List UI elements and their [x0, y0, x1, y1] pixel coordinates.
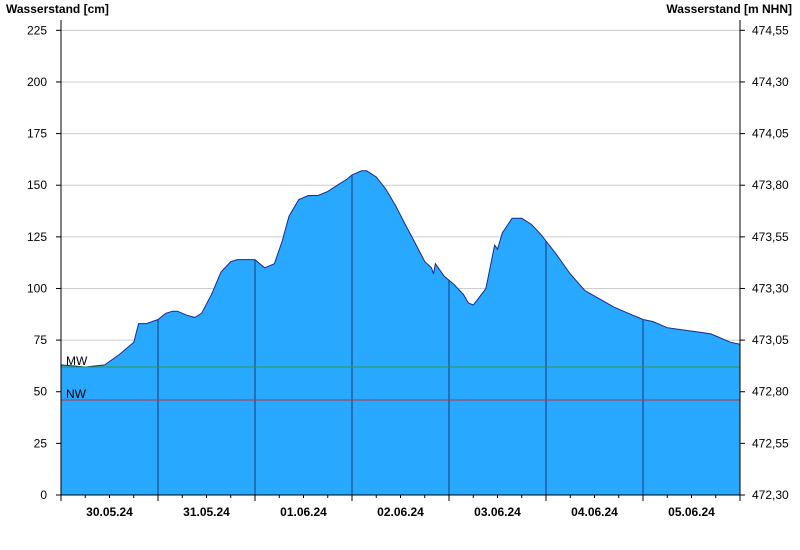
- y2-tick-label: 472,30: [752, 488, 789, 502]
- y-tick-label: 100: [27, 281, 47, 295]
- y2-tick-label: 473,30: [752, 281, 789, 295]
- y-tick-label: 150: [27, 178, 47, 192]
- series-line: [60, 170, 741, 368]
- y-tick-label: 50: [34, 385, 48, 399]
- y2-tick-label: 472,80: [752, 385, 789, 399]
- x-tick-label: 03.06.24: [474, 505, 521, 519]
- y-axis-right-ticks: 472,30 472,55 472,80 473,05 473,30 473,55 473,…: [740, 23, 789, 502]
- y2-tick-label: 474,30: [752, 75, 789, 89]
- y-tick-label: 225: [27, 23, 47, 37]
- y-axis-left-ticks: 0 25 50 75 100 125 150 175 200 225: [27, 23, 61, 502]
- x-axis-ticks: 30.05.24 31.05.24 01.06.24 02.06.24 03.06.24…: [60, 495, 741, 519]
- y2-tick-label: 472,55: [752, 436, 789, 450]
- y-axis-title-right: Wasserstand [m NHN]: [666, 2, 792, 16]
- x-tick-label: 30.05.24: [86, 505, 133, 519]
- reference-label-nw: NW: [66, 387, 87, 401]
- x-tick-label: 01.06.24: [280, 505, 327, 519]
- x-tick-label: 04.06.24: [571, 505, 618, 519]
- y2-tick-label: 473,55: [752, 230, 789, 244]
- y2-tick-label: 473,80: [752, 178, 789, 192]
- y-axis-title-left: Wasserstand [cm]: [6, 2, 109, 16]
- area-fill: [61, 170, 740, 496]
- reference-label-mw: MW: [66, 354, 88, 368]
- y-tick-label: 0: [40, 488, 47, 502]
- day-separator-lines: [157, 174, 644, 495]
- y-tick-label: 175: [27, 127, 47, 141]
- reference-lines: MW NW: [61, 354, 740, 401]
- y2-tick-label: 473,05: [752, 333, 789, 347]
- y-tick-label: 200: [27, 75, 47, 89]
- area-series: [60, 170, 741, 496]
- y-tick-label: 25: [34, 436, 48, 450]
- y-tick-label: 125: [27, 230, 47, 244]
- x-tick-label: 02.06.24: [377, 505, 424, 519]
- y2-tick-label: 474,55: [752, 23, 789, 37]
- x-tick-label: 05.06.24: [668, 505, 715, 519]
- y-tick-label: 75: [34, 333, 48, 347]
- y2-tick-label: 474,05: [752, 127, 789, 141]
- x-tick-label: 31.05.24: [183, 505, 230, 519]
